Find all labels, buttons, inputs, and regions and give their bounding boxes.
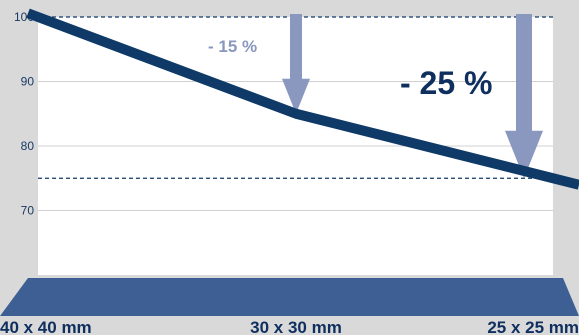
data-point — [37, 16, 39, 18]
annotation-arrow — [282, 14, 310, 114]
y-tick-label: 70 — [21, 204, 35, 218]
data-point — [552, 177, 554, 179]
x-axis-base — [0, 278, 579, 316]
annotation-label: - 25 % — [400, 65, 492, 101]
x-tick-label: 30 x 30 mm — [250, 318, 342, 335]
x-tick-label: 25 x 25 mm — [487, 318, 579, 335]
y-tick-label: 90 — [21, 75, 35, 89]
annotation-arrow — [505, 14, 543, 179]
x-tick-label: 40 x 40 mm — [0, 318, 92, 335]
annotation-label: - 15 % — [208, 37, 257, 56]
y-tick-label: 80 — [21, 139, 35, 153]
data-point — [295, 113, 297, 115]
